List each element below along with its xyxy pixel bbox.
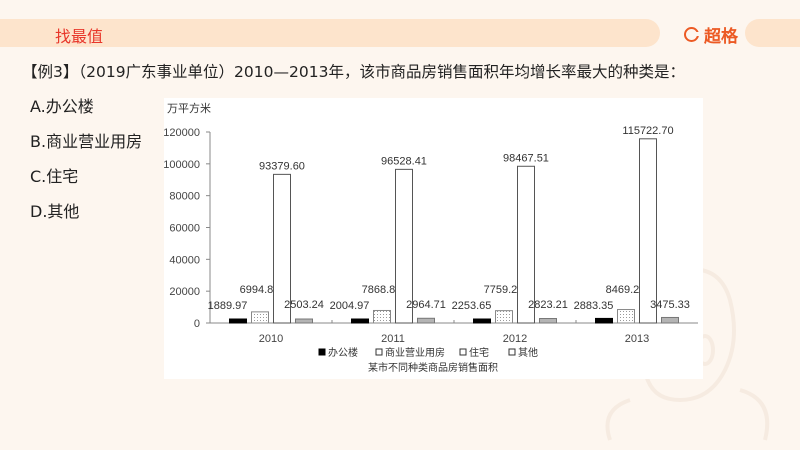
data-label: 2964.71 xyxy=(406,299,446,311)
bar xyxy=(273,173,291,324)
bar xyxy=(473,318,491,324)
data-label: 2883.35 xyxy=(574,300,614,312)
bar xyxy=(295,318,313,324)
legend-swatch xyxy=(508,348,516,356)
bar xyxy=(229,318,247,324)
data-label: 115722.70 xyxy=(622,125,673,137)
legend-label: 办公楼 xyxy=(328,346,358,359)
y-tick-label: 20000 xyxy=(169,286,200,298)
data-label: 7759.28 xyxy=(484,284,524,296)
bar xyxy=(251,311,269,324)
y-tick-label: 60000 xyxy=(169,223,200,235)
option-b[interactable]: B.商业营业用房 xyxy=(30,132,143,151)
header-decoration xyxy=(745,19,800,47)
x-tick-label: 2010 xyxy=(259,333,283,345)
data-label: 3475.33 xyxy=(650,299,690,311)
bar xyxy=(661,316,679,324)
bar xyxy=(417,317,435,324)
data-label: 6994.84 xyxy=(240,284,280,296)
x-tick-label: 2011 xyxy=(381,333,405,345)
data-label: 2503.24 xyxy=(284,299,324,311)
y-axis-unit-label: 万平方米 xyxy=(167,101,211,115)
legend-swatch xyxy=(375,348,383,356)
legend-label: 商业营业用房 xyxy=(385,346,445,359)
bar xyxy=(539,318,557,324)
data-label: 96528.41 xyxy=(381,155,427,167)
option-c[interactable]: C.住宅 xyxy=(30,167,79,186)
data-label: 8469.22 xyxy=(606,284,646,296)
bar xyxy=(395,168,413,324)
legend-label: 住宅 xyxy=(469,346,489,359)
option-d[interactable]: D.其他 xyxy=(30,202,80,221)
data-label: 2823.21 xyxy=(528,299,568,311)
y-tick-label: 0 xyxy=(194,318,200,330)
option-a[interactable]: A.办公楼 xyxy=(30,97,94,116)
data-label: 98467.51 xyxy=(503,152,549,164)
y-tick-label: 100000 xyxy=(164,159,200,171)
legend-swatch xyxy=(318,348,326,356)
bar-chart: 万平方米 0 20000 40000 60000 80000 100000 120000 201… xyxy=(163,101,698,374)
answer-options: A.办公楼 B.商业营业用房 C.住宅 D.其他 xyxy=(30,96,142,236)
data-label: 2004.97 xyxy=(330,300,370,312)
x-tick-label: 2012 xyxy=(503,333,527,345)
bar xyxy=(351,318,369,324)
bar xyxy=(517,165,535,324)
data-label: 2253.65 xyxy=(452,300,492,312)
brand: 超格 xyxy=(684,22,738,47)
legend-label: 其他 xyxy=(518,346,538,359)
y-tick-label: 120000 xyxy=(164,127,200,139)
bar xyxy=(373,309,391,324)
header-bar xyxy=(0,19,660,47)
brand-g-logo-icon xyxy=(684,27,700,42)
brand-name: 超格 xyxy=(704,27,738,47)
y-tick-label: 80000 xyxy=(169,191,200,203)
chart-panel: 万平方米 0 20000 40000 60000 80000 100000 120000 201… xyxy=(163,98,703,379)
legend-swatch xyxy=(459,348,467,356)
bar xyxy=(617,309,635,324)
y-tick-label: 40000 xyxy=(169,254,200,266)
data-label: 1889.97 xyxy=(208,300,248,312)
data-label: 7868.85 xyxy=(362,284,402,296)
question-text: 【例3】（2019广东事业单位）2010—2013年，该市商品房销售面积年均增长… xyxy=(22,63,685,81)
bar xyxy=(595,317,613,324)
x-tick-label: 2013 xyxy=(625,333,649,345)
chart-title: 某市不同种类商品房销售面积 xyxy=(368,361,498,374)
data-label: 93379.60 xyxy=(259,160,305,172)
bar xyxy=(495,310,513,324)
section-title: 找最值 xyxy=(55,27,104,46)
bar xyxy=(639,138,657,324)
